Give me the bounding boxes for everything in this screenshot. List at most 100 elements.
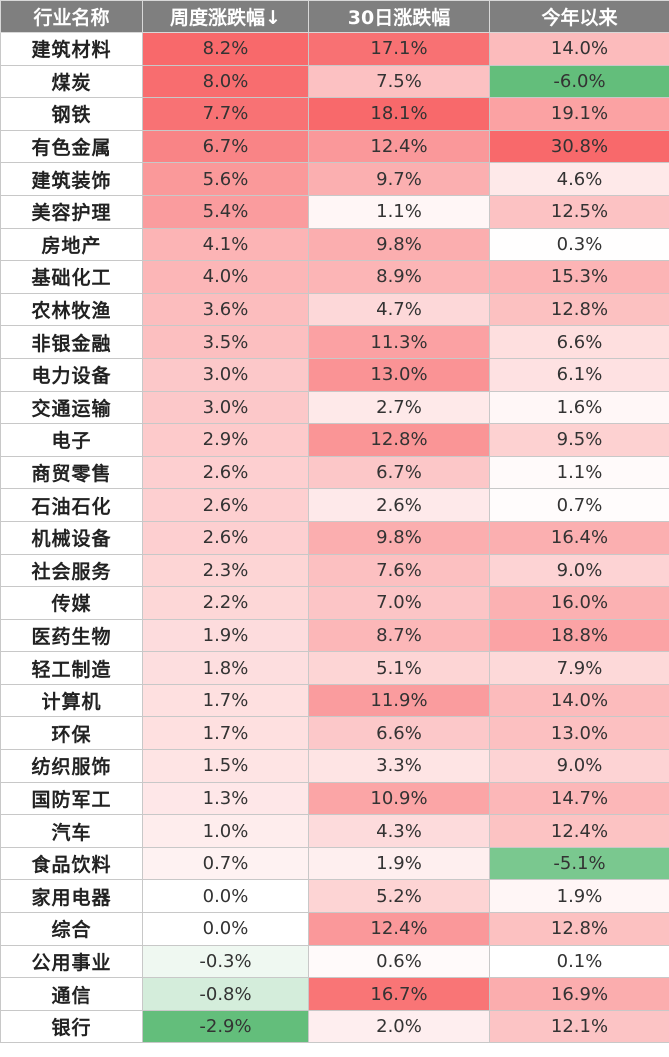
ytd-change-cell: 6.1% — [489, 357, 669, 392]
30day-change-cell: 1.9% — [308, 846, 490, 881]
30day-change-cell: 8.9% — [308, 260, 490, 294]
industry-name-cell: 建筑材料 — [0, 32, 143, 66]
industry-name-cell: 社会服务 — [0, 553, 143, 588]
table-row: 交通运输 3.0% 2.7% 1.6% — [0, 390, 669, 425]
industry-name-cell: 机械设备 — [0, 520, 143, 555]
industry-name-cell: 电力设备 — [0, 357, 143, 392]
table-row: 非银金融 3.5% 11.3% 6.6% — [0, 325, 669, 359]
ytd-change-cell: 15.3% — [489, 260, 669, 294]
ytd-change-cell: 0.7% — [489, 488, 669, 522]
weekly-change-cell: 1.0% — [142, 814, 309, 848]
industry-name-cell: 家用电器 — [0, 879, 143, 914]
ytd-change-cell: 13.0% — [489, 716, 669, 751]
30day-change-cell: 5.1% — [308, 651, 490, 685]
weekly-change-cell: 2.9% — [142, 423, 309, 457]
industry-name-cell: 公用事业 — [0, 944, 143, 979]
weekly-change-cell: 4.0% — [142, 260, 309, 294]
30day-change-cell: 6.7% — [308, 455, 490, 490]
industry-name-cell: 农林牧渔 — [0, 292, 143, 327]
industry-name-cell: 银行 — [0, 1009, 143, 1044]
industry-name-cell: 美容护理 — [0, 194, 143, 229]
ytd-change-cell: 12.4% — [489, 814, 669, 848]
weekly-change-cell: 8.2% — [142, 32, 309, 66]
table-row: 煤炭 8.0% 7.5% -6.0% — [0, 64, 669, 99]
industry-name-cell: 电子 — [0, 423, 143, 457]
weekly-change-cell: 3.5% — [142, 325, 309, 359]
table-row: 农林牧渔 3.6% 4.7% 12.8% — [0, 292, 669, 327]
ytd-change-cell: 14.7% — [489, 781, 669, 816]
ytd-change-cell: -5.1% — [489, 846, 669, 881]
table-row: 电子 2.9% 12.8% 9.5% — [0, 423, 669, 457]
industry-name-cell: 钢铁 — [0, 97, 143, 131]
30day-change-cell: 7.0% — [308, 586, 490, 620]
30day-change-cell: 2.7% — [308, 390, 490, 425]
header-ytd-change[interactable]: 今年以来 — [489, 0, 669, 33]
30day-change-cell: 17.1% — [308, 32, 490, 66]
industry-name-cell: 商贸零售 — [0, 455, 143, 490]
30day-change-cell: 5.2% — [308, 879, 490, 914]
ytd-change-cell: 12.8% — [489, 912, 669, 946]
ytd-change-cell: 1.1% — [489, 455, 669, 490]
ytd-change-cell: 16.0% — [489, 586, 669, 620]
table-row: 房地产 4.1% 9.8% 0.3% — [0, 227, 669, 262]
table-row: 银行 -2.9% 2.0% 12.1% — [0, 1009, 669, 1044]
30day-change-cell: 9.8% — [308, 520, 490, 555]
industry-name-cell: 轻工制造 — [0, 651, 143, 685]
30day-change-cell: 11.9% — [308, 683, 490, 718]
industry-name-cell: 有色金属 — [0, 129, 143, 164]
industry-name-cell: 医药生物 — [0, 618, 143, 653]
weekly-change-cell: 1.3% — [142, 781, 309, 816]
table-row: 建筑材料 8.2% 17.1% 14.0% — [0, 32, 669, 66]
ytd-change-cell: 1.9% — [489, 879, 669, 914]
30day-change-cell: 1.1% — [308, 194, 490, 229]
ytd-change-cell: -6.0% — [489, 64, 669, 99]
table-row: 食品饮料 0.7% 1.9% -5.1% — [0, 846, 669, 881]
30day-change-cell: 10.9% — [308, 781, 490, 816]
30day-change-cell: 6.6% — [308, 716, 490, 751]
weekly-change-cell: 3.6% — [142, 292, 309, 327]
ytd-change-cell: 12.8% — [489, 292, 669, 327]
table-row: 汽车 1.0% 4.3% 12.4% — [0, 814, 669, 848]
table-row: 环保 1.7% 6.6% 13.0% — [0, 716, 669, 751]
weekly-change-cell: -2.9% — [142, 1009, 309, 1044]
industry-name-cell: 国防军工 — [0, 781, 143, 816]
industry-name-cell: 交通运输 — [0, 390, 143, 425]
weekly-change-cell: 0.0% — [142, 912, 309, 946]
industry-name-cell: 非银金融 — [0, 325, 143, 359]
30day-change-cell: 0.6% — [308, 944, 490, 979]
header-industry-name[interactable]: 行业名称 — [0, 0, 143, 33]
weekly-change-cell: -0.3% — [142, 944, 309, 979]
weekly-change-cell: 4.1% — [142, 227, 309, 262]
30day-change-cell: 12.8% — [308, 423, 490, 457]
weekly-change-cell: 5.4% — [142, 194, 309, 229]
weekly-change-cell: 7.7% — [142, 97, 309, 131]
industry-name-cell: 建筑装饰 — [0, 162, 143, 196]
ytd-change-cell: 6.6% — [489, 325, 669, 359]
ytd-change-cell: 30.8% — [489, 129, 669, 164]
weekly-change-cell: 2.6% — [142, 520, 309, 555]
ytd-change-cell: 1.6% — [489, 390, 669, 425]
30day-change-cell: 4.3% — [308, 814, 490, 848]
ytd-change-cell: 9.0% — [489, 749, 669, 783]
header-30day-change[interactable]: 30日涨跌幅 — [308, 0, 490, 33]
table-row: 通信 -0.8% 16.7% 16.9% — [0, 977, 669, 1011]
30day-change-cell: 3.3% — [308, 749, 490, 783]
industry-name-cell: 煤炭 — [0, 64, 143, 99]
30day-change-cell: 2.6% — [308, 488, 490, 522]
ytd-change-cell: 16.9% — [489, 977, 669, 1011]
30day-change-cell: 4.7% — [308, 292, 490, 327]
industry-name-cell: 石油石化 — [0, 488, 143, 522]
weekly-change-cell: 8.0% — [142, 64, 309, 99]
table-row: 基础化工 4.0% 8.9% 15.3% — [0, 260, 669, 294]
ytd-change-cell: 12.5% — [489, 194, 669, 229]
weekly-change-cell: 3.0% — [142, 357, 309, 392]
table-row: 电力设备 3.0% 13.0% 6.1% — [0, 357, 669, 392]
table-row: 纺织服饰 1.5% 3.3% 9.0% — [0, 749, 669, 783]
table-row: 机械设备 2.6% 9.8% 16.4% — [0, 520, 669, 555]
header-weekly-change[interactable]: 周度涨跌幅↓ — [142, 0, 309, 33]
ytd-change-cell: 9.5% — [489, 423, 669, 457]
30day-change-cell: 16.7% — [308, 977, 490, 1011]
weekly-change-cell: -0.8% — [142, 977, 309, 1011]
